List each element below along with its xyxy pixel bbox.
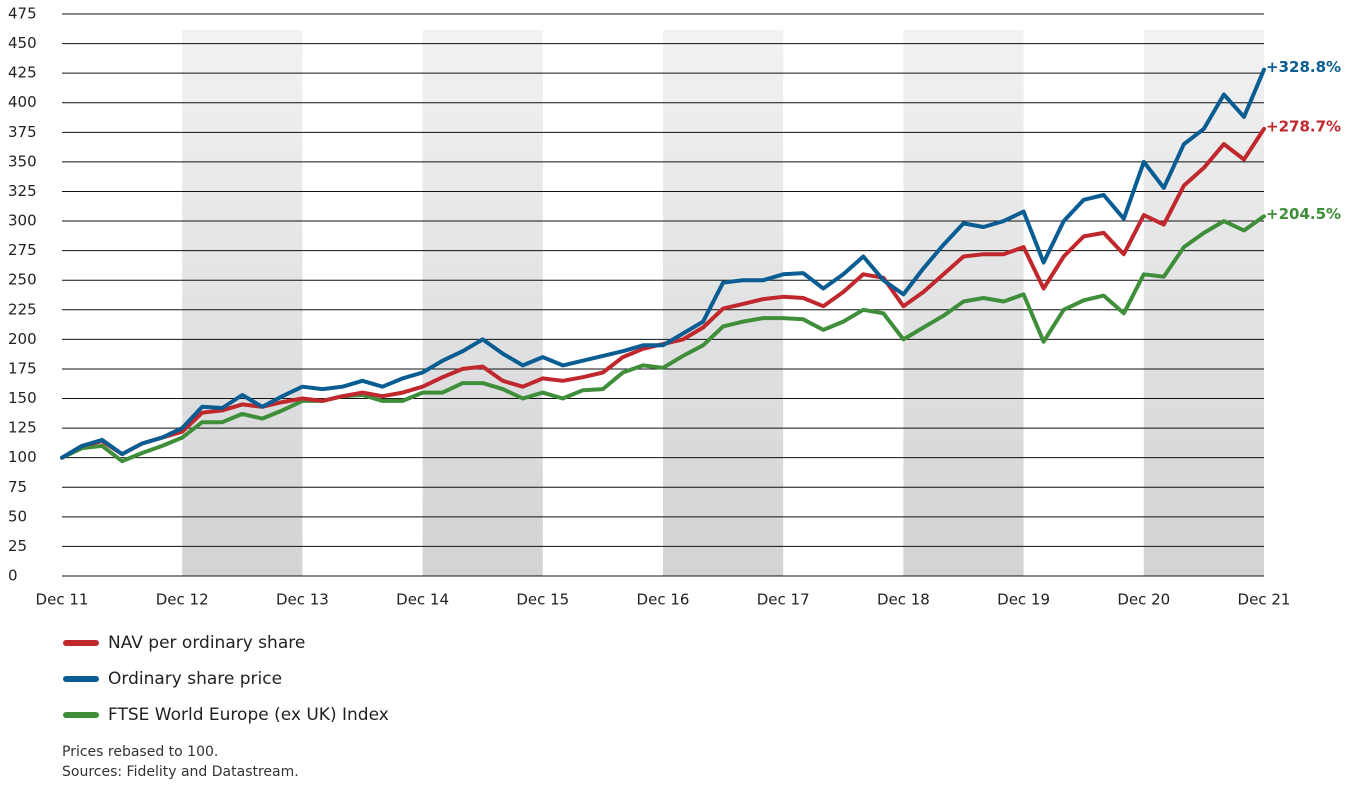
x-tick-label: Dec 14	[396, 591, 449, 609]
x-tick-label: Dec 17	[757, 591, 810, 609]
footnote: Prices rebased to 100.	[62, 744, 218, 760]
x-tick-label: Dec 19	[997, 591, 1050, 609]
end-label: +328.8%	[1266, 58, 1341, 76]
end-label: +204.5%	[1266, 205, 1341, 223]
y-tick-label: 250	[8, 271, 37, 289]
x-tick-label: Dec 20	[1117, 591, 1170, 609]
legend-label: FTSE World Europe (ex UK) Index	[108, 705, 389, 725]
x-tick-label: Dec 13	[276, 591, 329, 609]
legend-label: Ordinary share price	[108, 669, 282, 689]
end-label: +278.7%	[1266, 117, 1341, 135]
y-tick-label: 150	[8, 389, 37, 407]
x-tick-label: Dec 16	[637, 591, 690, 609]
shaded-band	[182, 30, 303, 576]
y-tick-label: 350	[8, 152, 37, 170]
y-tick-label: 450	[8, 34, 37, 52]
y-tick-label: 325	[8, 182, 37, 200]
legend-label: NAV per ordinary share	[108, 633, 305, 653]
line-series	[60, 214, 1266, 464]
y-tick-label: 475	[8, 5, 37, 23]
y-tick-label: 400	[8, 93, 37, 111]
x-tick-label: Dec 18	[877, 591, 930, 609]
y-tick-label: 425	[8, 64, 37, 82]
y-tick-label: 125	[8, 419, 37, 437]
y-tick-label: 25	[8, 537, 27, 555]
x-tick-label: Dec 21	[1238, 591, 1291, 609]
shaded-band	[422, 30, 543, 576]
line-series	[60, 67, 1266, 460]
y-tick-label: 275	[8, 241, 37, 259]
y-tick-label: 300	[8, 212, 37, 230]
y-tick-label: 0	[8, 567, 18, 585]
shaded-band	[1143, 30, 1264, 576]
x-tick-label: Dec 15	[516, 591, 569, 609]
y-tick-label: 375	[8, 123, 37, 141]
y-tick-label: 100	[8, 448, 37, 466]
y-tick-label: 75	[8, 478, 27, 496]
y-tick-label: 175	[8, 359, 37, 377]
y-tick-label: 50	[8, 507, 27, 525]
footnote: Sources: Fidelity and Datastream.	[62, 764, 299, 780]
shaded-band	[663, 30, 784, 576]
y-tick-label: 200	[8, 330, 37, 348]
x-tick-label: Dec 11	[36, 591, 89, 609]
y-tick-label: 225	[8, 300, 37, 318]
x-tick-label: Dec 12	[156, 591, 209, 609]
